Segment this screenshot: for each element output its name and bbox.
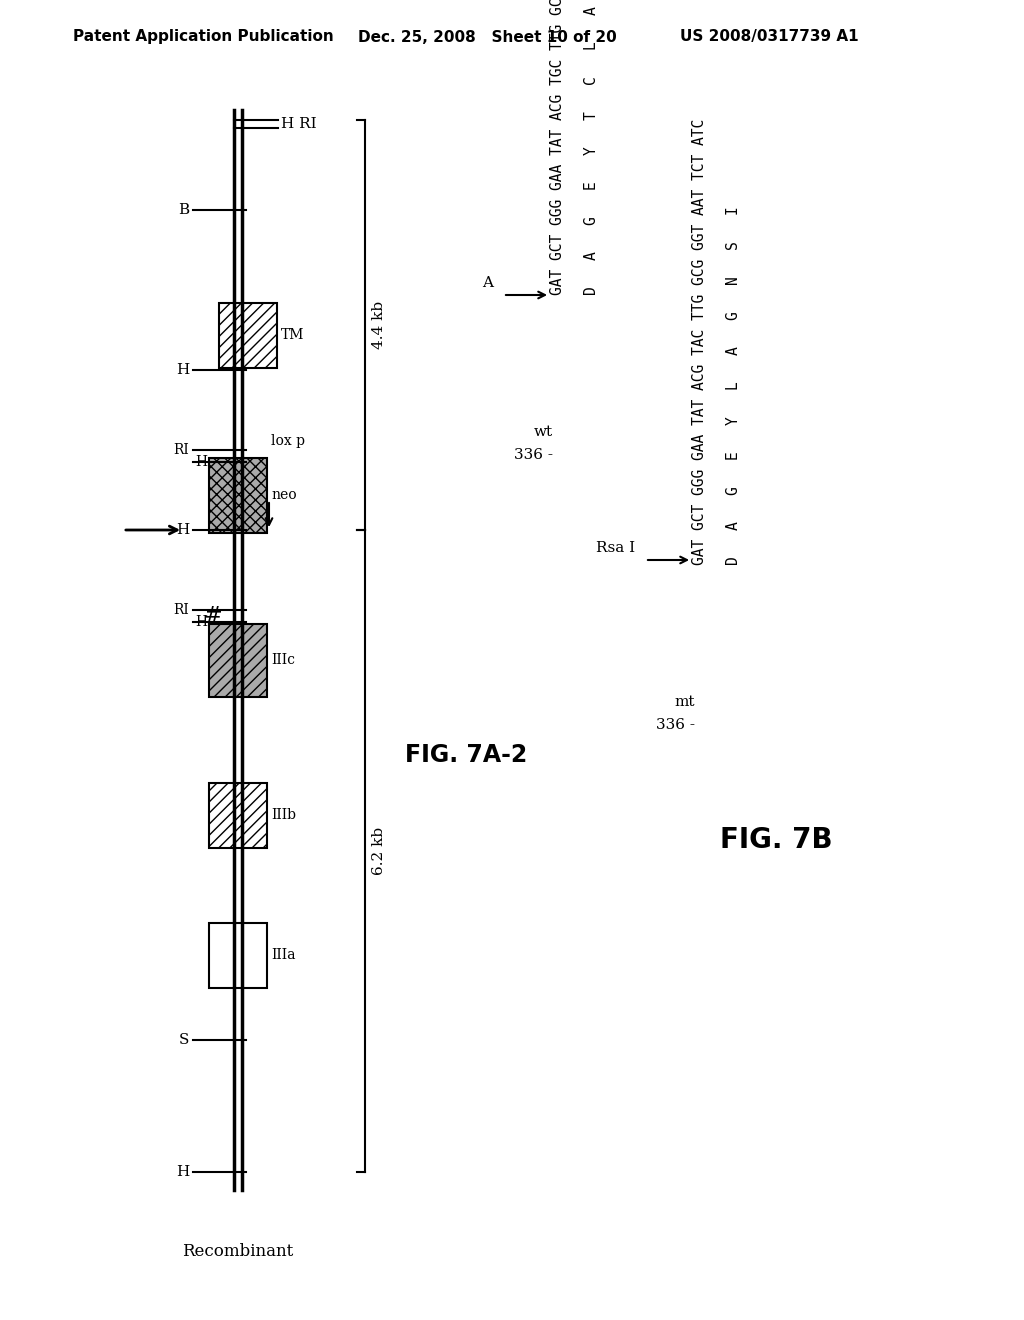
Text: 336 -: 336 - (514, 447, 553, 462)
Text: 336 -: 336 - (656, 718, 695, 733)
Text: D   A   G   E   Y   L   A   G   N   S   I: D A G E Y L A G N S I (726, 206, 741, 565)
Text: US 2008/0317739 A1: US 2008/0317739 A1 (680, 29, 859, 45)
Text: 6.2 kb: 6.2 kb (372, 826, 386, 875)
Bar (219, 302, 278, 367)
Text: #: # (204, 606, 222, 626)
Text: GAT GCT GGG GAA TAT ACG TGC TTG GCG GGT AAT TCT ATC: GAT GCT GGG GAA TAT ACG TGC TTG GCG GGT … (551, 0, 565, 294)
Text: H: H (176, 363, 189, 378)
Text: H: H (195, 615, 207, 630)
Text: B: B (178, 203, 189, 216)
Text: lox p: lox p (271, 434, 305, 447)
Text: mt: mt (675, 696, 695, 709)
Text: RI: RI (173, 444, 189, 457)
Text: H: H (195, 455, 207, 469)
Text: FIG. 7A-2: FIG. 7A-2 (406, 743, 527, 767)
Text: FIG. 7B: FIG. 7B (720, 826, 833, 854)
Bar (209, 923, 267, 987)
Text: Patent Application Publication: Patent Application Publication (73, 29, 334, 45)
Text: IIIa: IIIa (271, 948, 296, 962)
Text: IIIb: IIIb (271, 808, 296, 822)
Text: H: H (176, 1166, 189, 1179)
Text: wt: wt (534, 425, 553, 440)
Bar (209, 458, 267, 532)
Text: TM: TM (281, 327, 304, 342)
Text: Dec. 25, 2008   Sheet 10 of 20: Dec. 25, 2008 Sheet 10 of 20 (358, 29, 616, 45)
Bar (209, 783, 267, 847)
Text: H RI: H RI (281, 117, 316, 131)
Bar (209, 623, 267, 697)
Text: D   A   G   E   Y   T   C   L   A   G   N   S   I: D A G E Y T C L A G N S I (585, 0, 599, 294)
Text: RI: RI (173, 603, 189, 616)
Text: neo: neo (271, 488, 297, 502)
Text: H: H (176, 523, 189, 537)
Text: GAT GCT GGG GAA TAT ACG TAC TTG GCG GGT AAT TCT ATC: GAT GCT GGG GAA TAT ACG TAC TTG GCG GGT … (692, 119, 708, 565)
Text: A: A (482, 276, 493, 290)
Text: S: S (178, 1034, 189, 1047)
Text: Recombinant: Recombinant (182, 1243, 294, 1261)
Text: Rsa I: Rsa I (596, 541, 635, 554)
Text: 4.4 kb: 4.4 kb (372, 301, 386, 348)
Text: IIIc: IIIc (271, 653, 295, 667)
